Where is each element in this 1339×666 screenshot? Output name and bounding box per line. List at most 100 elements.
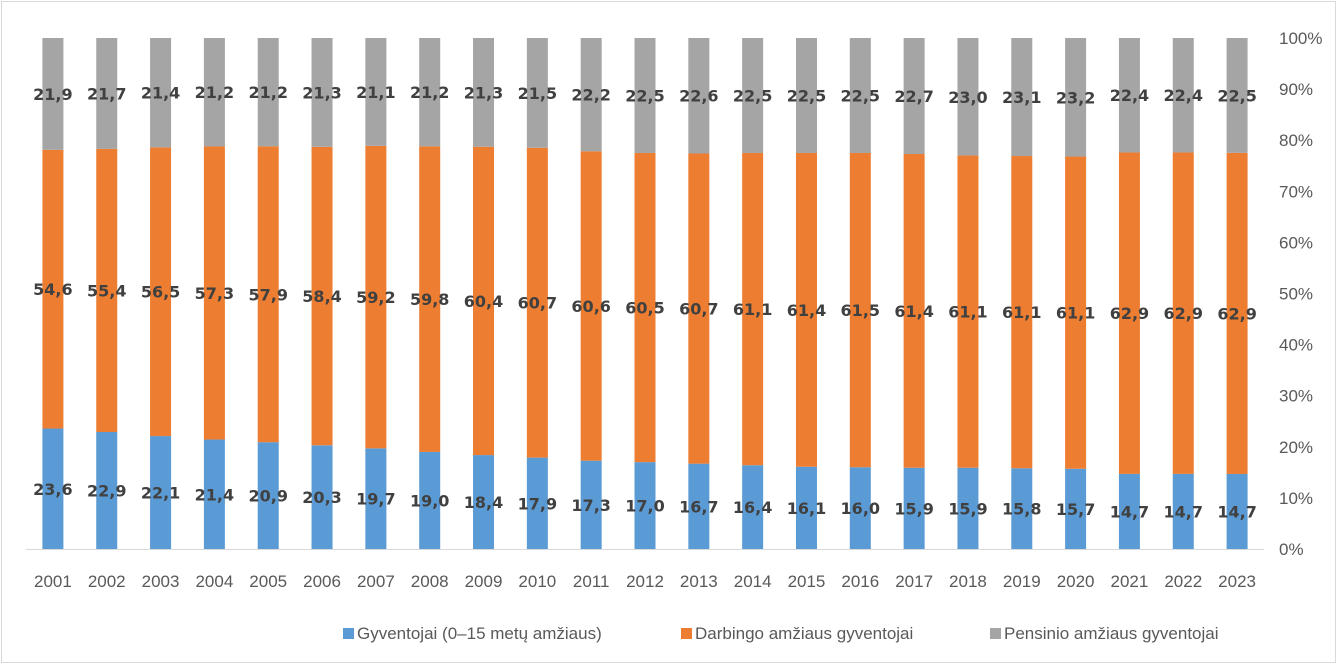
data-label: 62,9: [1217, 304, 1256, 323]
data-label: 14,7: [1217, 502, 1256, 521]
x-tick-label: 2006: [303, 572, 341, 591]
bar-segment: [1011, 38, 1033, 157]
data-label: 23,0: [948, 88, 987, 107]
bar-segment: [1118, 473, 1140, 549]
legend: Gyventojai (0–15 metų amžiaus) Darbingo a…: [343, 624, 1219, 643]
x-tick-label: 2010: [518, 572, 556, 591]
data-label: 21,3: [464, 83, 503, 102]
bar-segment: [257, 38, 279, 147]
data-label: 22,4: [1110, 86, 1149, 105]
data-label: 21,1: [356, 83, 395, 102]
bar-segment: [903, 38, 925, 154]
bar-segment: [688, 463, 710, 549]
bar-segment: [473, 146, 495, 456]
data-label: 21,4: [195, 485, 234, 504]
x-tick-label: 2001: [34, 572, 72, 591]
data-label: 17,3: [571, 496, 610, 515]
data-label: 23,2: [1056, 88, 1095, 107]
bar-segment: [1011, 468, 1033, 549]
data-label: 22,2: [571, 86, 610, 105]
data-label: 17,9: [518, 494, 557, 513]
bar-segment: [742, 152, 764, 466]
bar-segment: [1226, 473, 1248, 549]
x-tick-label: 2022: [1164, 572, 1202, 591]
data-label: 15,9: [894, 499, 933, 518]
x-axis: 2001 2002 2003 2004 2005 2006 2007 2008 2009 2010…: [26, 549, 1264, 591]
bar-segment: [795, 466, 817, 549]
legend-swatch: [990, 628, 1001, 639]
legend-label: Darbingo amžiaus gyventojai: [695, 624, 913, 643]
data-label: 21,4: [141, 84, 180, 103]
bar-segment: [365, 145, 387, 449]
data-label: 57,3: [195, 284, 234, 303]
x-tick-label: 2007: [357, 572, 395, 591]
bar-segment: [311, 146, 333, 446]
data-label: 16,1: [787, 499, 826, 518]
data-label: 57,9: [248, 285, 287, 304]
data-label: 61,4: [894, 302, 933, 321]
bar-segment: [150, 38, 172, 148]
data-label: 15,8: [1002, 500, 1041, 519]
data-label: 16,0: [841, 499, 880, 518]
x-tick-label: 2019: [1003, 572, 1041, 591]
data-label: 22,6: [679, 87, 718, 106]
bar-segment: [957, 155, 979, 468]
bar-segment: [203, 146, 225, 440]
x-tick-label: 2014: [734, 572, 772, 591]
data-label: 61,1: [948, 303, 987, 322]
bar-segment: [526, 38, 548, 148]
bar-segment: [957, 467, 979, 549]
bar-segment: [634, 462, 656, 549]
bar-segment: [203, 439, 225, 549]
bar-segment: [1226, 152, 1248, 474]
x-tick-label: 2017: [895, 572, 933, 591]
data-label: 14,7: [1164, 502, 1203, 521]
y-tick-label: 50%: [1279, 285, 1313, 304]
data-labels-layer: 23,6 54,6 21,9 22,9 55,4 21,7 22,1 56,5 21,4 21,4…: [33, 83, 1257, 522]
bar-segment: [1118, 38, 1140, 153]
data-label: 22,5: [1217, 86, 1256, 105]
bar-segment: [257, 442, 279, 549]
data-label: 55,4: [87, 281, 126, 300]
bars-layer: [42, 38, 1248, 549]
data-label: 22,5: [787, 86, 826, 105]
bar-segment: [795, 152, 817, 467]
data-label: 16,4: [733, 498, 772, 517]
bar-segment: [1011, 156, 1033, 469]
bar-segment: [1172, 38, 1194, 153]
data-label: 21,2: [195, 83, 234, 102]
data-label: 22,5: [733, 86, 772, 105]
data-label: 15,9: [948, 499, 987, 518]
x-tick-label: 2020: [1057, 572, 1095, 591]
data-label: 20,3: [302, 488, 341, 507]
x-tick-label: 2015: [788, 572, 826, 591]
data-label: 20,9: [248, 487, 287, 506]
bar-segment: [957, 38, 979, 156]
bar-segment: [1226, 38, 1248, 153]
bar-segment: [849, 467, 871, 549]
bar-segment: [473, 455, 495, 549]
x-tick-label: 2005: [249, 572, 287, 591]
data-label: 18,4: [464, 493, 503, 512]
bar-segment: [1065, 468, 1087, 549]
data-label: 23,1: [1002, 88, 1041, 107]
x-tick-label: 2008: [411, 572, 449, 591]
bar-segment: [150, 147, 172, 437]
x-tick-label: 2009: [465, 572, 503, 591]
bar-segment: [903, 467, 925, 549]
bar-segment: [580, 460, 602, 549]
x-tick-label: 2003: [142, 572, 180, 591]
x-tick-label: 2004: [195, 572, 233, 591]
x-tick-label: 2002: [88, 572, 126, 591]
y-axis: 0% 10% 20% 30% 40% 50% 60% 70% 80% 90% 100%: [1279, 29, 1322, 559]
x-tick-label: 2016: [841, 572, 879, 591]
data-label: 60,7: [679, 300, 718, 319]
bar-segment: [96, 431, 118, 549]
bar-segment: [96, 148, 118, 432]
bar-segment: [311, 445, 333, 549]
bar-segment: [849, 152, 871, 468]
legend-item: Pensinio amžiaus gyventojai: [990, 624, 1219, 643]
y-tick-label: 30%: [1279, 387, 1313, 406]
data-label: 21,2: [410, 83, 449, 102]
data-label: 60,6: [571, 297, 610, 316]
